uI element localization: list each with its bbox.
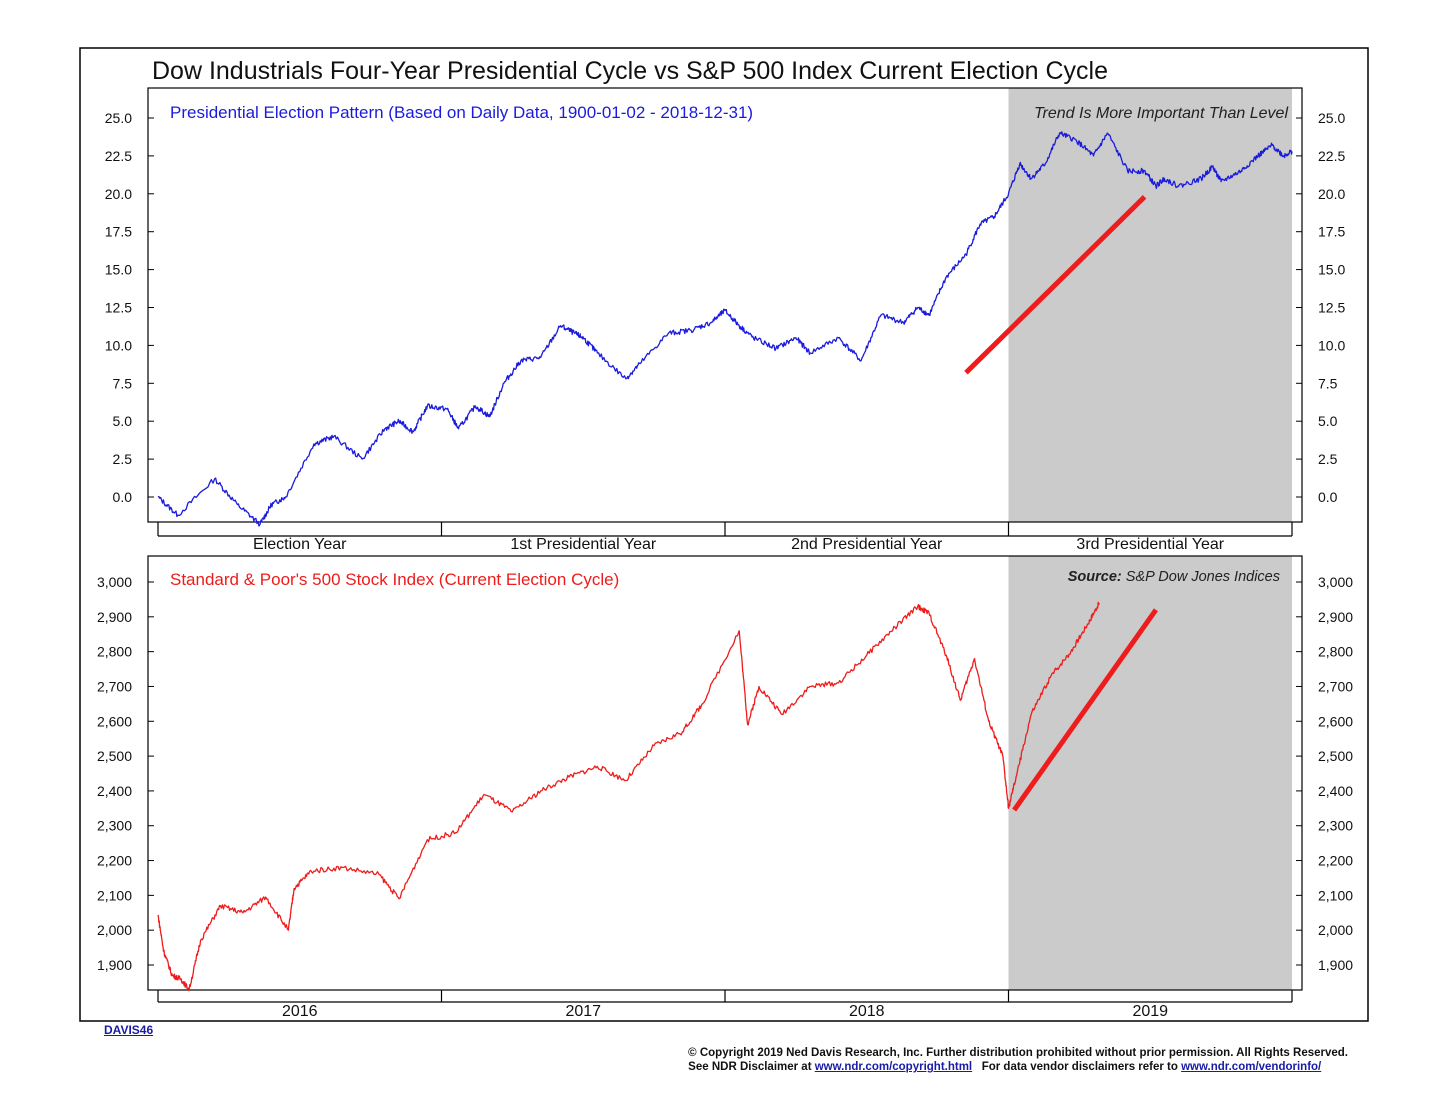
bottom-ytick-label-right: 2,600 bbox=[1318, 713, 1353, 729]
bottom-ytick-label-right: 2,900 bbox=[1318, 609, 1353, 625]
bottom-ytick-label-left: 2,500 bbox=[97, 748, 132, 764]
bottom-series-line bbox=[157, 601, 1100, 992]
bottom-ytick-label-right: 2,700 bbox=[1318, 678, 1353, 694]
bottom-xcategory-label: 2019 bbox=[1132, 1003, 1168, 1020]
bottom-ytick-label-left: 3,000 bbox=[97, 574, 132, 590]
bottom-ytick-label-right: 3,000 bbox=[1318, 574, 1353, 590]
bottom-ytick-label-right: 2,100 bbox=[1318, 887, 1353, 903]
top-ytick-label-right: 7.5 bbox=[1318, 375, 1338, 391]
bottom-ytick-label-left: 2,200 bbox=[97, 853, 132, 869]
top-ytick-label-right: 17.5 bbox=[1318, 224, 1345, 240]
top-ytick-label-right: 20.0 bbox=[1318, 186, 1345, 202]
top-ytick-label-left: 2.5 bbox=[113, 451, 133, 467]
bottom-panel-title: Standard & Poor's 500 Stock Index (Curre… bbox=[170, 570, 619, 589]
bottom-xcategory-label: 2017 bbox=[565, 1003, 601, 1020]
bottom-ytick-label-left: 2,400 bbox=[97, 783, 132, 799]
bottom-ytick-label-left: 2,300 bbox=[97, 818, 132, 834]
top-shaded-region bbox=[1008, 88, 1292, 522]
bottom-ytick-label-left: 1,900 bbox=[97, 957, 132, 973]
davis-code-link[interactable]: DAVIS46 bbox=[104, 1023, 154, 1037]
bottom-ytick-label-left: 2,800 bbox=[97, 644, 132, 660]
top-xcategory-label: 1st Presidential Year bbox=[510, 536, 657, 553]
source-annotation: Source: S&P Dow Jones Indices bbox=[1068, 569, 1280, 585]
trend-annotation: Trend Is More Important Than Level bbox=[1034, 105, 1288, 122]
top-ytick-label-left: 17.5 bbox=[105, 224, 132, 240]
top-ytick-label-left: 7.5 bbox=[113, 375, 133, 391]
top-ytick-label-right: 25.0 bbox=[1318, 110, 1345, 126]
top-ytick-label-left: 10.0 bbox=[105, 337, 132, 353]
top-ytick-label-left: 12.5 bbox=[105, 300, 132, 316]
vendor-info-url-link[interactable]: www.ndr.com/vendorinfo/ bbox=[1181, 1061, 1322, 1073]
bottom-trend-line bbox=[1012, 608, 1158, 812]
bottom-ytick-label-right: 2,800 bbox=[1318, 644, 1353, 660]
top-ytick-label-left: 25.0 bbox=[105, 110, 132, 126]
bottom-xcategory-label: 2016 bbox=[282, 1003, 318, 1020]
bottom-shaded-region bbox=[1008, 556, 1292, 990]
bottom-ytick-label-right: 1,900 bbox=[1318, 957, 1353, 973]
main-title: Dow Industrials Four-Year Presidential C… bbox=[152, 57, 1108, 85]
disclaimer-prefix: See NDR Disclaimer at bbox=[688, 1061, 815, 1073]
top-ytick-label-left: 22.5 bbox=[105, 148, 132, 164]
bottom-ytick-label-right: 2,500 bbox=[1318, 748, 1353, 764]
bottom-ytick-label-right: 2,200 bbox=[1318, 853, 1353, 869]
top-xcategory-label: Election Year bbox=[253, 536, 347, 553]
copyright-notice: © Copyright 2019 Ned Davis Research, Inc… bbox=[688, 1046, 1348, 1074]
bottom-ytick-label-left: 2,600 bbox=[97, 713, 132, 729]
bottom-ytick-label-right: 2,000 bbox=[1318, 922, 1353, 938]
top-ytick-label-right: 2.5 bbox=[1318, 451, 1338, 467]
copyright-line-2: See NDR Disclaimer at www.ndr.com/copyri… bbox=[688, 1060, 1348, 1074]
top-panel-title: Presidential Election Pattern (Based on … bbox=[170, 103, 753, 122]
top-ytick-label-left: 20.0 bbox=[105, 186, 132, 202]
top-ytick-label-right: 15.0 bbox=[1318, 262, 1345, 278]
top-ytick-label-right: 5.0 bbox=[1318, 413, 1338, 429]
copyright-url-link[interactable]: www.ndr.com/copyright.html bbox=[814, 1061, 973, 1073]
top-ytick-label-right: 10.0 bbox=[1318, 337, 1345, 353]
top-series-line bbox=[157, 131, 1293, 527]
bottom-panel: 1,900 1,900 2,000 2,000 2,100 2,100 2,200 2,200… bbox=[97, 555, 1353, 1020]
copyright-line-1: © Copyright 2019 Ned Davis Research, Inc… bbox=[688, 1047, 1348, 1059]
top-ytick-label-left: 5.0 bbox=[113, 413, 133, 429]
bottom-ytick-label-left: 2,100 bbox=[97, 887, 132, 903]
bottom-ytick-label-left: 2,700 bbox=[97, 678, 132, 694]
top-ytick-label-right: 12.5 bbox=[1318, 300, 1345, 316]
top-ytick-label-left: 15.0 bbox=[105, 262, 132, 278]
top-xcategory-label: 2nd Presidential Year bbox=[791, 536, 943, 553]
bottom-ytick-label-left: 2,900 bbox=[97, 609, 132, 625]
bottom-ytick-label-left: 2,000 bbox=[97, 922, 132, 938]
disclaimer-middle: For data vendor disclaimers refer to bbox=[972, 1061, 1182, 1073]
top-xcategory-label: 3rd Presidential Year bbox=[1076, 536, 1224, 553]
bottom-ytick-label-right: 2,300 bbox=[1318, 818, 1353, 834]
source-text: S&P Dow Jones Indices bbox=[1126, 569, 1280, 585]
top-ytick-label-left: 0.0 bbox=[113, 489, 133, 505]
top-panel: 0.0 0.0 2.5 2.5 5.0 5.0 7.5 7.5 10.0 10.0 12.5 12.5… bbox=[105, 87, 1345, 553]
top-ytick-label-right: 22.5 bbox=[1318, 148, 1345, 164]
top-ytick-label-right: 0.0 bbox=[1318, 489, 1338, 505]
bottom-ytick-label-right: 2,400 bbox=[1318, 783, 1353, 799]
top-trend-line bbox=[964, 195, 1147, 375]
bottom-xcategory-label: 2018 bbox=[849, 1003, 885, 1020]
source-label: Source: bbox=[1068, 569, 1126, 585]
